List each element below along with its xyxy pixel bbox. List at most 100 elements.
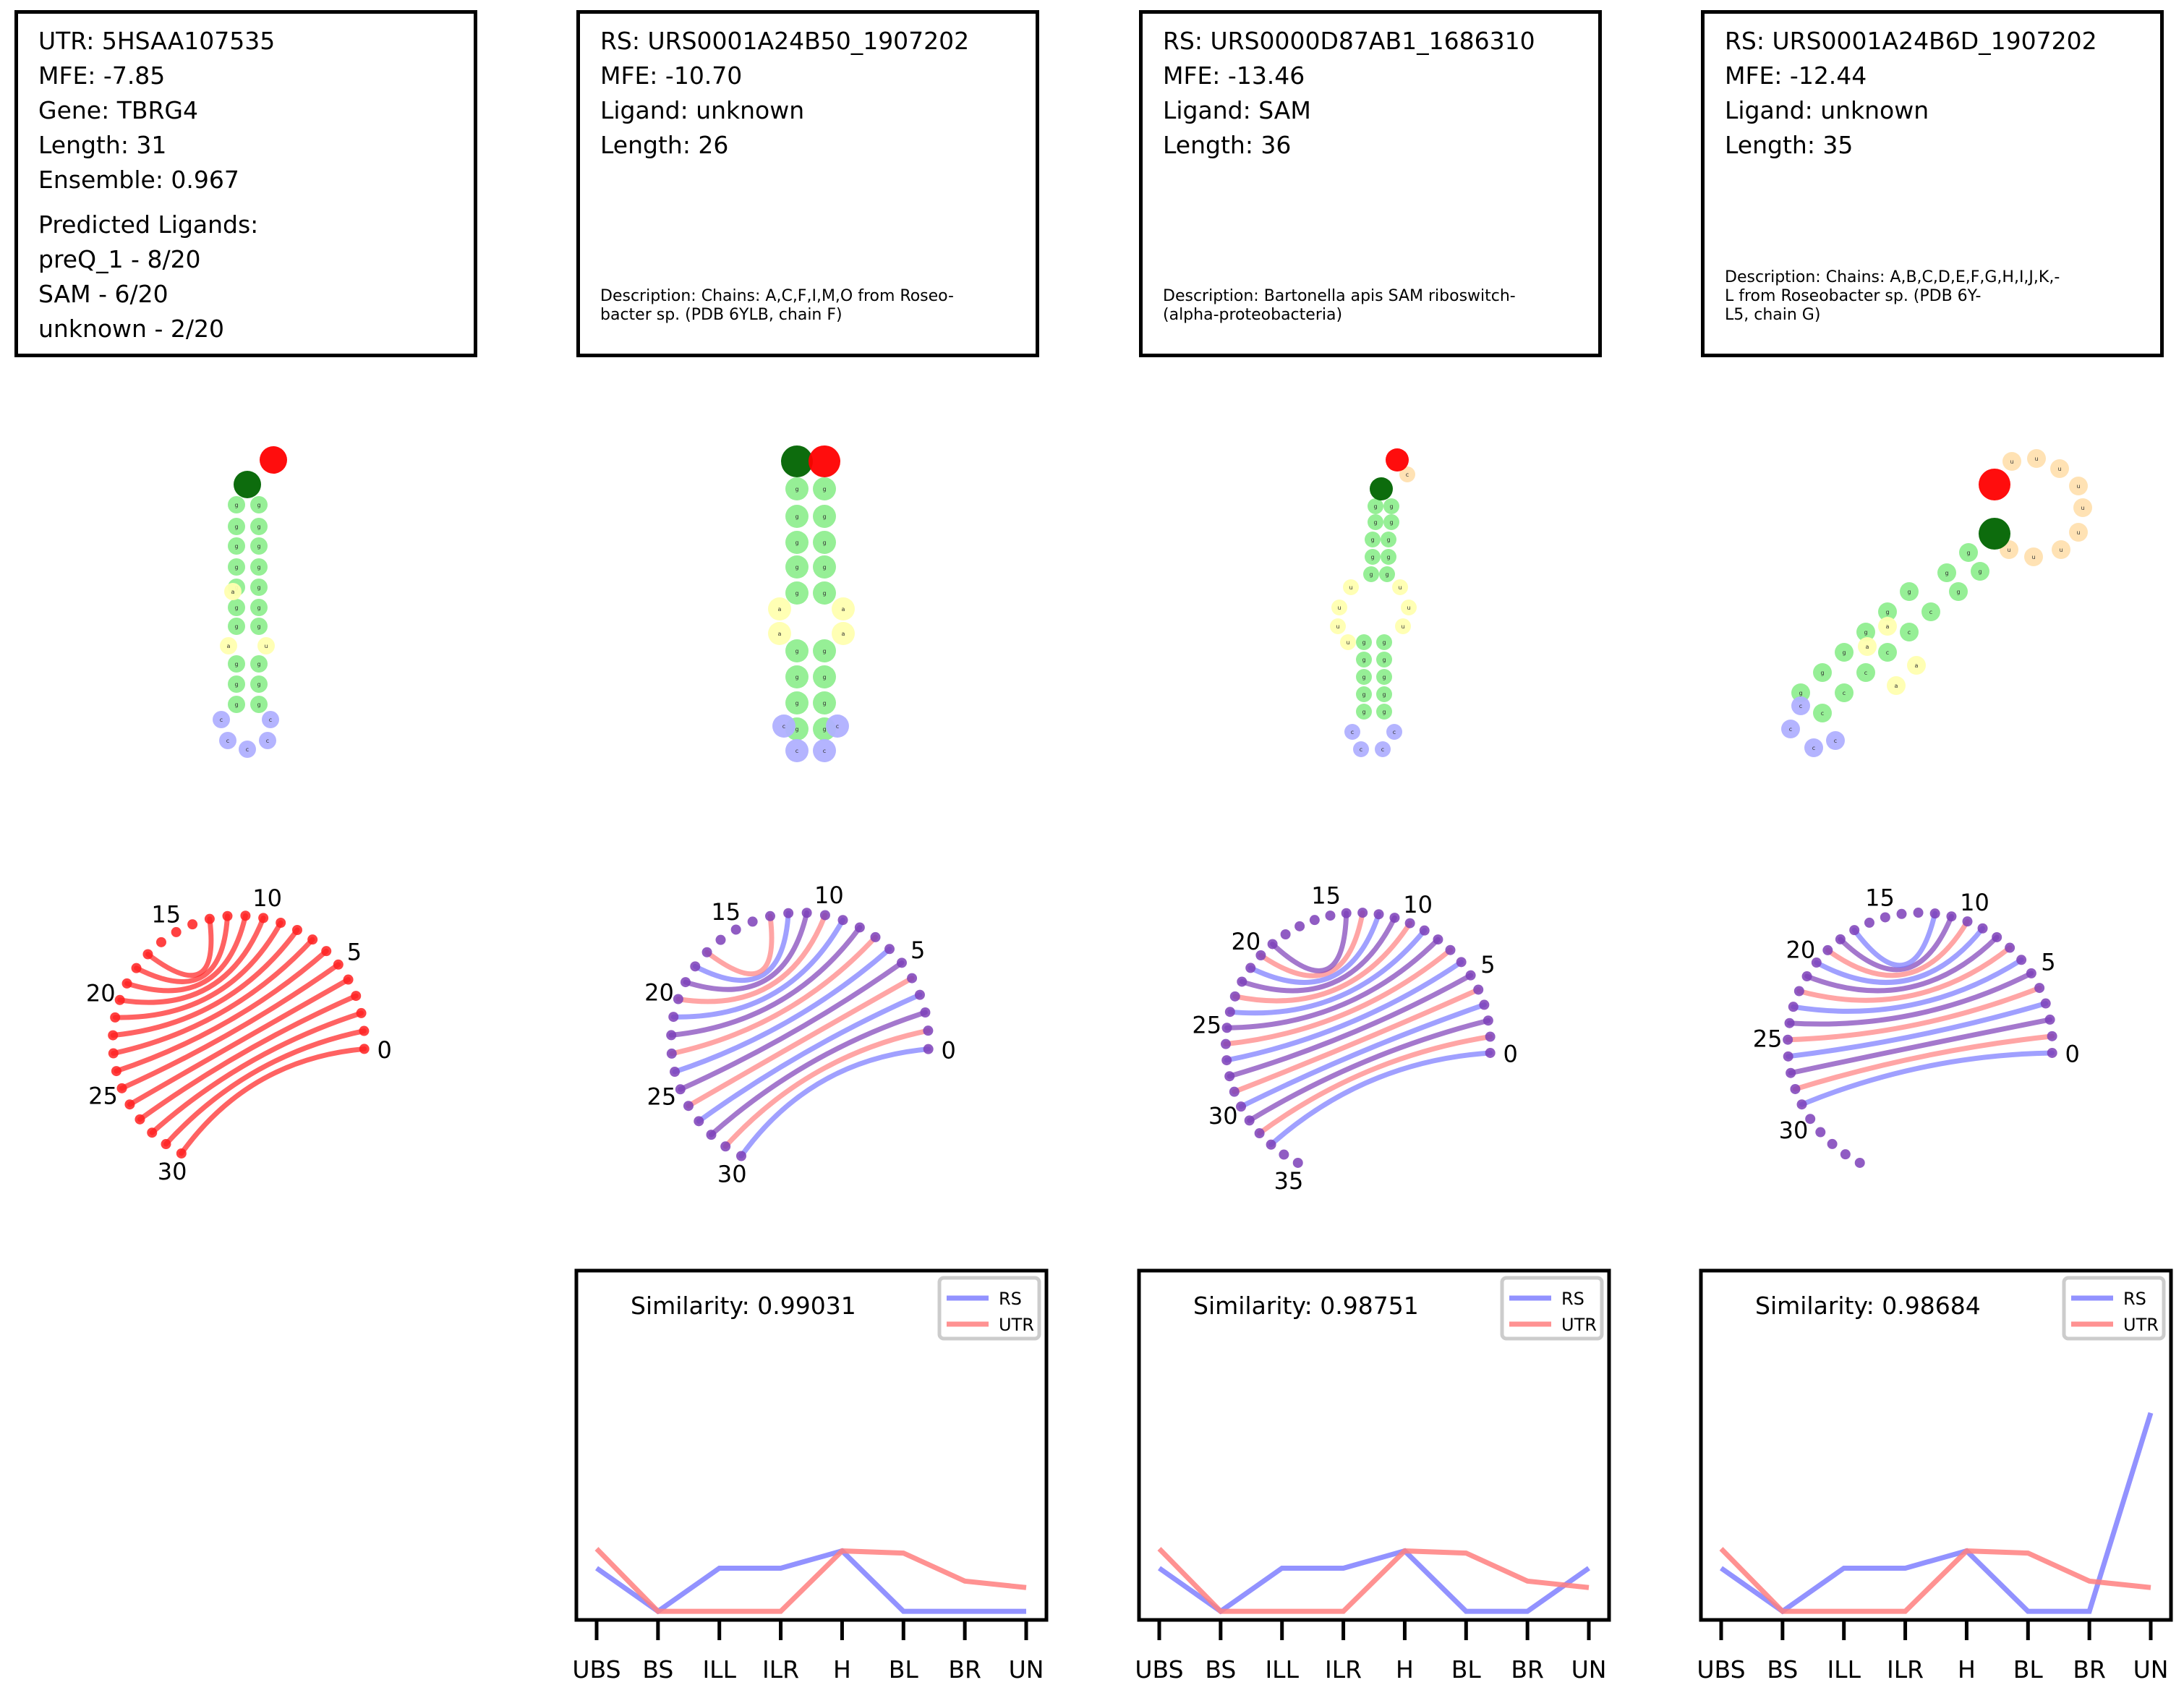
- nucleotide-letter: g: [1386, 554, 1390, 560]
- nucleotide-letter: g: [1842, 649, 1846, 656]
- nucleotide-letter: c: [836, 723, 839, 730]
- arc-nucleotide-dot: [1790, 1083, 1801, 1094]
- nucleotide-letter: g: [234, 605, 238, 611]
- nucleotide-letter: g: [234, 524, 238, 530]
- arc-nucleotide-dot: [1913, 908, 1924, 918]
- nucleotide-letter: g: [1382, 657, 1386, 663]
- nucleotide-letter: g: [822, 513, 826, 520]
- start-marker-dot: [781, 445, 813, 477]
- nucleotide-letter: g: [1389, 503, 1393, 510]
- base-pair-arc: [738, 1046, 931, 1159]
- arc-nucleotide-dot: [1389, 913, 1400, 923]
- nucleotide-letter: g: [1799, 690, 1802, 696]
- rs-description-text: Description: Bartonella apis SAM riboswi…: [1163, 287, 1516, 324]
- arc-nucleotide-dot: [142, 949, 153, 960]
- nucleotide-letter: g: [822, 539, 826, 546]
- nucleotide-letter: g: [1978, 568, 1982, 575]
- nucleotide-dot: [832, 597, 855, 620]
- nucleotide-letter: c: [1812, 745, 1815, 751]
- nucleotide-letter: u: [2034, 456, 2038, 462]
- arc-tick-label: 30: [717, 1160, 747, 1187]
- nucleotide-dot: [1878, 602, 1897, 621]
- nucleotide-dot: [1356, 634, 1372, 650]
- series-line-rs: [1157, 1548, 1591, 1615]
- arc-nucleotide-dot: [1224, 1071, 1235, 1082]
- nucleotide-dot: [1395, 618, 1411, 634]
- nucleotide-letter: u: [2076, 529, 2080, 536]
- x-axis-tick-label: UBS: [1697, 1655, 1745, 1684]
- arc-nucleotide-dot: [176, 1148, 187, 1159]
- nucleotide-letter: u: [264, 643, 268, 649]
- nucleotide-dot: [1356, 669, 1372, 685]
- end-marker-dot: [1979, 469, 2010, 500]
- arc-nucleotide-dot: [111, 1066, 121, 1077]
- rs-length-text: Length: 26: [600, 131, 729, 159]
- arc-nucleotide-dot: [114, 994, 125, 1005]
- x-axis-tick-label: BL: [1451, 1655, 1482, 1684]
- nucleotide-dot: [250, 696, 268, 713]
- nucleotide-letter: u: [1336, 623, 1339, 630]
- nucleotide-dot: [2027, 449, 2046, 468]
- nucleotide-dot: [813, 555, 836, 579]
- nucleotide-dot: [228, 558, 245, 576]
- nucleotide-letter: u: [2059, 547, 2063, 553]
- arc-nucleotide-dot: [116, 1083, 127, 1093]
- nucleotide-dot: [1826, 731, 1845, 750]
- nucleotide-letter: g: [1382, 639, 1386, 646]
- arc-diagram-layer: 0 5 10 15 20 25 30 0 5 10 15 20 25 30 0 5 10 15 20 25 30 35 0 5…: [86, 882, 2080, 1195]
- arc-nucleotide-dot: [2040, 998, 2051, 1009]
- nucleotide-dot: [785, 555, 809, 579]
- utr-id-text: UTR: 5HSAA107535: [38, 27, 276, 55]
- arc-nucleotide-dot: [1236, 1101, 1247, 1112]
- arc-tick-label: 30: [158, 1158, 187, 1185]
- similarity-chart-3: UBS BS ILL ILR H BL BR UN Similarity: 0.98684 RS U…: [1697, 1268, 2173, 1684]
- nucleotide-dot: [1921, 602, 1940, 621]
- nucleotide-dot: [1804, 738, 1823, 757]
- nucleotide-dot: [768, 622, 791, 645]
- legend-label: UTR: [2123, 1315, 2159, 1335]
- nucleotide-dot: [1356, 704, 1372, 720]
- nucleotide-dot: [1383, 514, 1399, 530]
- nucleotide-dot: [813, 505, 836, 528]
- nucleotide-letter: c: [266, 738, 269, 744]
- nucleotide-dot: [1401, 600, 1417, 615]
- nucleotide-letter: g: [1362, 691, 1365, 698]
- arc-nucleotide-dot: [896, 957, 907, 968]
- nucleotide-dot: [826, 714, 849, 738]
- arc-nucleotide-dot: [1786, 1067, 1796, 1078]
- arc-nucleotide-dot: [670, 1067, 681, 1078]
- nucleotide-letter: g: [257, 524, 260, 530]
- end-marker-dot: [1386, 448, 1409, 472]
- nucleotide-dot: [1376, 669, 1392, 685]
- nucleotide-letter: g: [1820, 670, 1824, 676]
- base-pair-arc: [1223, 947, 1453, 1047]
- nucleotide-dot: [250, 655, 268, 673]
- base-pair-arc: [1825, 918, 1971, 978]
- nucleotide-dot: [1878, 617, 1897, 636]
- nucleotide-letter: c: [1864, 670, 1867, 676]
- nucleotide-letter: g: [1382, 691, 1386, 698]
- arc-nucleotide-dot: [161, 1139, 171, 1150]
- arc-tick-label: 5: [910, 937, 925, 964]
- nucleotide-letter: g: [257, 605, 260, 611]
- nucleotide-dot: [813, 665, 836, 688]
- base-pair-arc: [1787, 971, 2034, 1027]
- nucleotide-dot: [1381, 549, 1396, 565]
- nucleotide-dot: [1381, 532, 1396, 547]
- arc-nucleotide-dot: [1445, 944, 1456, 955]
- arc-nucleotide-dot: [1796, 1099, 1807, 1110]
- arc-nucleotide-dot: [1896, 908, 1907, 919]
- base-pair-arc: [704, 913, 775, 977]
- arc-nucleotide-dot: [1835, 934, 1846, 944]
- arc-nucleotide-dot: [1224, 1007, 1235, 1018]
- nucleotide-letter: g: [257, 661, 260, 667]
- arc-nucleotide-dot: [1783, 1051, 1793, 1062]
- nucleotide-dot: [1949, 582, 1968, 601]
- nucleotide-letter: g: [795, 700, 798, 707]
- nucleotide-letter: c: [246, 746, 249, 753]
- arc-tick-label: 20: [644, 978, 674, 1006]
- nucleotide-letter: g: [795, 726, 798, 733]
- legend-label: RS: [2123, 1289, 2146, 1309]
- x-axis-tick-label: H: [1958, 1655, 1976, 1684]
- arc-nucleotide-dot: [135, 1114, 145, 1125]
